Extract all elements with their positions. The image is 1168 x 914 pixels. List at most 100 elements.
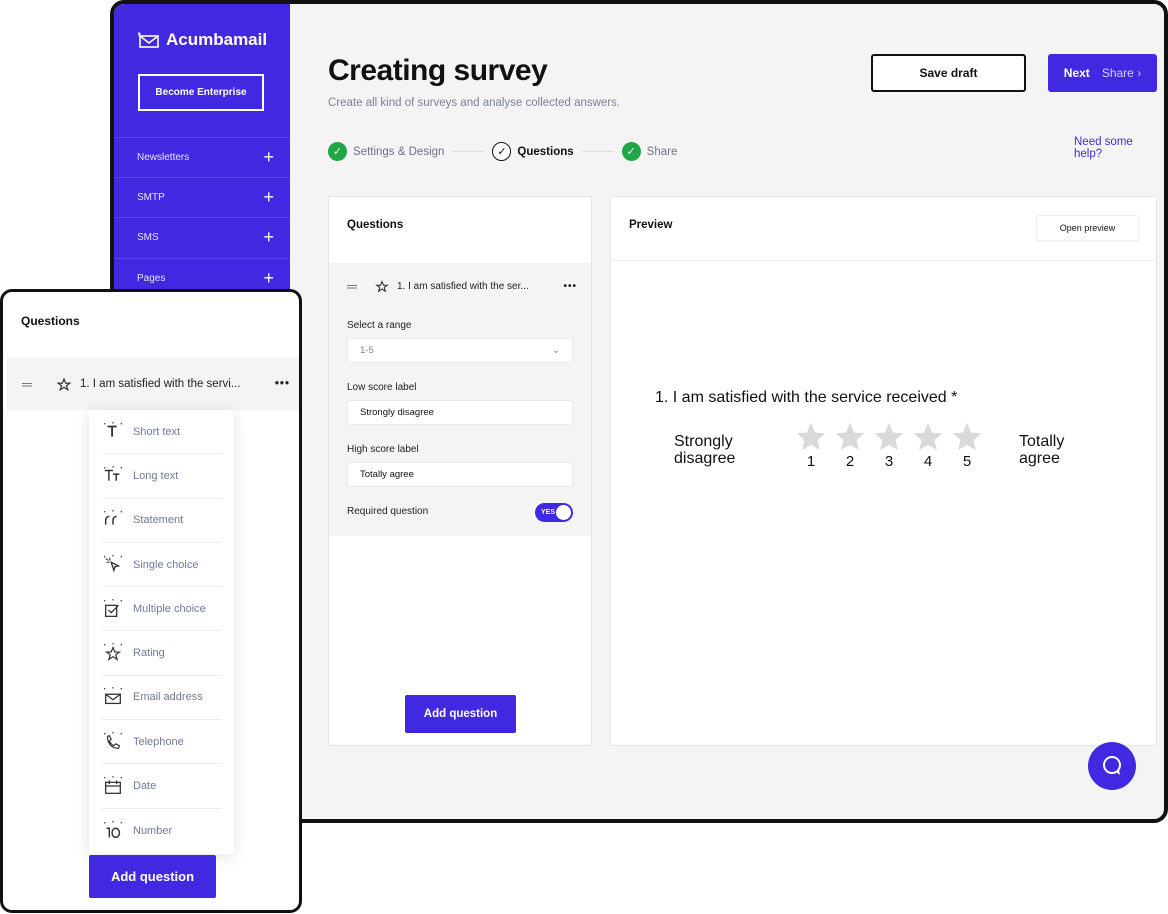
sidebar-item-label: Newsletters <box>137 152 190 163</box>
menu-item-calendar[interactable]: Date <box>102 764 221 809</box>
question-title: 1. I am satisfied with the ser... <box>397 280 529 292</box>
menu-item-cursor-click[interactable]: Single choice <box>102 543 221 588</box>
check-circle-icon: ✓ <box>328 142 347 161</box>
sidebar-item-pages[interactable]: Pages + <box>114 258 290 298</box>
checkbox-icon <box>104 598 122 617</box>
menu-item-envelope[interactable]: Email address <box>102 676 221 721</box>
plus-icon: + <box>263 187 274 207</box>
help-link[interactable]: Need some help? <box>1074 136 1133 160</box>
menu-item-label: Long text <box>133 469 179 482</box>
step-share[interactable]: Share <box>646 145 678 158</box>
envelope-logo-icon <box>138 32 159 48</box>
toggle-text: YES <box>541 509 556 516</box>
menu-item-checkbox[interactable]: Multiple choice <box>102 587 221 632</box>
become-enterprise-button[interactable]: Become Enterprise <box>138 74 264 111</box>
step-divider <box>581 151 614 152</box>
open-preview-button[interactable]: Open preview <box>1036 215 1139 241</box>
rating-option[interactable]: 4 <box>912 421 944 470</box>
required-toggle[interactable]: YES <box>535 503 573 522</box>
chat-bubble-icon <box>1103 756 1121 775</box>
menu-item-number-10[interactable]: Number <box>102 809 221 853</box>
page-subtitle: Create all kind of surveys and analyse c… <box>328 97 621 109</box>
preview-title: Preview <box>629 219 673 231</box>
sidebar-item-smtp[interactable]: SMTP + <box>114 177 290 217</box>
rating-number: 3 <box>884 453 894 470</box>
high-score-text: Totally agree <box>1019 433 1065 467</box>
step-questions[interactable]: Questions <box>517 145 574 158</box>
next-target-label: Share <box>1101 66 1134 80</box>
sidebar-item-label: Pages <box>137 273 166 284</box>
more-options-icon[interactable]: ••• <box>274 378 290 390</box>
high-score-input[interactable]: Totally agree <box>347 462 573 487</box>
low-score-input[interactable]: Strongly disagree <box>347 400 573 425</box>
calendar-icon <box>104 776 122 794</box>
plus-icon: + <box>263 227 274 247</box>
menu-item-label: Multiple choice <box>133 602 206 615</box>
brand-name: Acumbamail <box>166 30 268 49</box>
sidebar-item-newsletters[interactable]: Newsletters + <box>114 137 290 177</box>
rating-number: 4 <box>923 453 933 470</box>
toggle-knob <box>556 505 571 520</box>
mobile-add-question-button[interactable]: Add question <box>89 855 216 898</box>
menu-item-phone[interactable]: Telephone <box>102 720 221 765</box>
star-icon <box>952 423 982 451</box>
menu-item-quote[interactable]: Statement <box>102 499 221 543</box>
rating-number: 1 <box>806 453 816 470</box>
short-text-icon <box>104 421 122 437</box>
star-icon <box>835 423 865 451</box>
star-icon <box>56 377 72 392</box>
star-icon <box>874 423 904 451</box>
rating-option[interactable]: 2 <box>834 421 866 470</box>
step-divider <box>452 151 485 152</box>
high-score-label: High score label <box>347 444 419 455</box>
next-label: Next <box>1063 66 1090 80</box>
star-icon <box>104 643 122 661</box>
preview-panel: Preview Open preview 1. I am satisfied w… <box>610 196 1157 746</box>
logo[interactable]: Acumbamail <box>138 30 267 50</box>
number-10-icon <box>104 820 122 838</box>
plus-icon: + <box>263 147 274 167</box>
range-select[interactable]: 1-5 ⌄ <box>347 338 573 363</box>
question-item[interactable]: ═ 1. I am satisfied with the ser... ••• … <box>329 263 591 536</box>
star-icon <box>375 280 389 293</box>
check-circle-icon: ✓ <box>621 142 641 161</box>
menu-item-label: Statement <box>133 514 184 527</box>
more-options-icon[interactable]: ••• <box>563 280 577 292</box>
add-question-button[interactable]: Add question <box>405 695 516 733</box>
menu-item-label: Telephone <box>133 735 184 748</box>
menu-item-label: Single choice <box>133 558 199 571</box>
drag-handle-icon[interactable]: ═ <box>347 278 357 294</box>
long-text-icon <box>104 466 122 481</box>
check-circle-outline-icon: ✓ <box>492 142 512 161</box>
sidebar-item-label: SMS <box>137 232 159 243</box>
page-title: Creating survey <box>328 54 548 87</box>
rating-number: 5 <box>962 453 972 470</box>
next-button[interactable]: Next Share › <box>1048 54 1157 92</box>
phone-icon <box>104 731 122 749</box>
menu-item-label: Short text <box>133 425 181 438</box>
star-icon <box>796 423 826 451</box>
star-icon <box>913 423 943 451</box>
questions-panel: Questions ═ 1. I am satisfied with the s… <box>328 196 592 746</box>
stepper: ✓ Settings & Design ✓ Questions ✓ Share <box>328 142 677 161</box>
low-score-text: Strongly disagree <box>674 433 736 467</box>
step-settings-design[interactable]: Settings & Design <box>353 145 445 158</box>
save-draft-button[interactable]: Save draft <box>871 54 1026 92</box>
questions-panel-title: Questions <box>347 219 404 231</box>
menu-item-short-text[interactable]: Short text <box>102 410 221 455</box>
required-label: Required question <box>347 506 429 517</box>
chat-button[interactable] <box>1088 742 1136 790</box>
menu-item-long-text[interactable]: Long text <box>102 454 221 499</box>
rating-number: 2 <box>845 453 855 470</box>
mobile-questions-title: Questions <box>21 314 80 328</box>
sidebar-item-sms[interactable]: SMS + <box>114 217 290 257</box>
mobile-questions-panel: Questions ═ 1. I am satisfied with the s… <box>0 289 302 913</box>
menu-item-star[interactable]: Rating <box>102 631 221 676</box>
envelope-icon <box>104 687 122 705</box>
rating-option[interactable]: 1 <box>795 421 827 470</box>
mobile-question-item[interactable]: ═ 1. I am satisfied with the servi... ••… <box>6 358 299 410</box>
drag-handle-icon[interactable]: ═ <box>22 376 32 392</box>
rating-option[interactable]: 5 <box>951 421 983 470</box>
rating-option[interactable]: 3 <box>873 421 905 470</box>
cursor-click-icon <box>104 554 122 573</box>
